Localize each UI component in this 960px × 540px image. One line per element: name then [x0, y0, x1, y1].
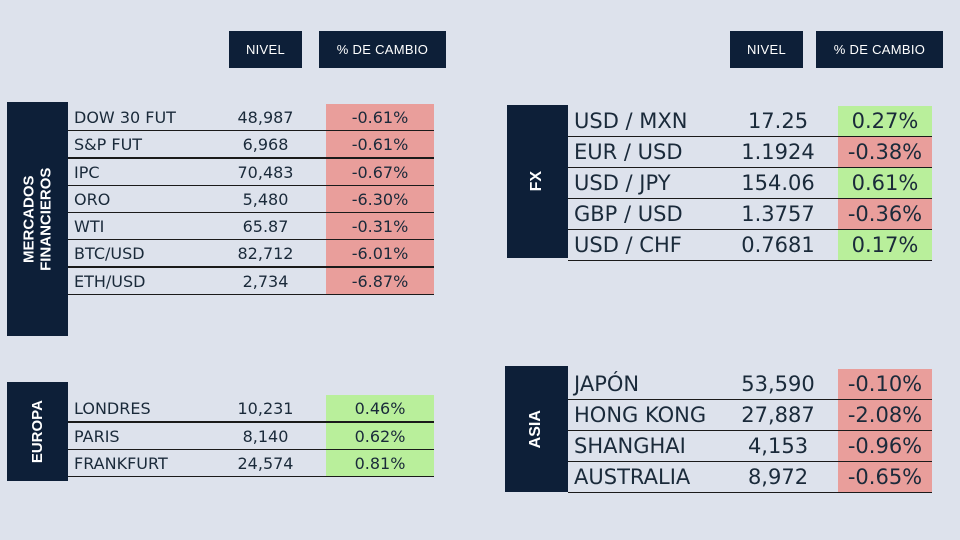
- asia-row-cambio: -0.65%: [838, 462, 932, 492]
- europa-row-cambio: 0.81%: [326, 450, 434, 476]
- asia-row-nivel: 4,153: [747, 434, 809, 458]
- fx-row-cambio: 0.17%: [838, 230, 932, 260]
- asia-row-name: AUSTRALIA: [574, 465, 691, 489]
- asia-row: AUSTRALIA 8,972 -0.65%: [568, 462, 932, 493]
- mercados-section-label: MERCADOS FINANCIEROS: [7, 102, 68, 336]
- asia-title: ASIA: [527, 409, 545, 449]
- fx-row-cambio: -0.36%: [838, 199, 932, 229]
- mercados-row-nivel: 70,483: [237, 162, 294, 182]
- asia-row-nivel: 53,590: [741, 372, 815, 396]
- fx-row: USD / CHF 0.7681 0.17%: [568, 230, 932, 261]
- fx-row-name: USD / CHF: [574, 233, 682, 257]
- fx-row: GBP / USD 1.3757 -0.36%: [568, 199, 932, 230]
- fx-row-name: USD / JPY: [574, 171, 671, 195]
- mercados-row-name: S&P FUT: [74, 134, 143, 154]
- mercados-row-nivel: 65.87: [242, 216, 289, 236]
- mercados-row-cambio: -6.87%: [326, 268, 434, 294]
- asia-row-name: JAPÓN: [574, 372, 640, 396]
- europa-title: EUROPA: [28, 399, 46, 464]
- asia-row-name: SHANGHAI: [574, 434, 686, 458]
- asia-section-label: ASIA: [505, 366, 568, 492]
- mercados-table: DOW 30 FUT 48,987 -0.61% S&P FUT 6,968 -0.61%…: [68, 104, 434, 295]
- mercados-row-cambio: -6.30%: [326, 186, 434, 212]
- asia-row: HONG KONG 27,887 -2.08%: [568, 400, 932, 431]
- europa-row-nivel: 8,140: [242, 426, 289, 446]
- asia-row-nivel: 27,887: [741, 403, 815, 427]
- europa-row-cambio: 0.46%: [326, 395, 434, 421]
- europa-row: FRANKFURT 24,574 0.81%: [68, 450, 434, 477]
- header-cambio-right: % DE CAMBIO: [816, 31, 943, 68]
- mercados-row-nivel: 82,712: [237, 243, 294, 263]
- fx-row-nivel: 0.7681: [741, 233, 815, 257]
- mercados-row-nivel: 48,987: [237, 107, 294, 127]
- mercados-row-name: ORO: [74, 189, 111, 209]
- mercados-row-name: ETH/USD: [74, 271, 146, 291]
- asia-row-name: HONG KONG: [574, 403, 707, 427]
- fx-row-cambio: 0.27%: [838, 106, 932, 136]
- mercados-row: ORO 5,480 -6.30%: [68, 186, 434, 213]
- europa-row-nivel: 24,574: [237, 453, 294, 473]
- mercados-row-cambio: -0.61%: [326, 104, 434, 130]
- fx-row-name: EUR / USD: [574, 140, 683, 164]
- fx-row-cambio: 0.61%: [838, 168, 932, 198]
- asia-row-cambio: -2.08%: [838, 400, 932, 430]
- europa-row-name: PARIS: [74, 426, 120, 446]
- europa-section-label: EUROPA: [7, 382, 68, 481]
- header-nivel-left: NIVEL: [229, 31, 302, 68]
- mercados-row-name: DOW 30 FUT: [74, 107, 176, 127]
- europa-row: PARIS 8,140 0.62%: [68, 423, 434, 450]
- mercados-row: ETH/USD 2,734 -6.87%: [68, 268, 434, 295]
- mercados-row: IPC 70,483 -0.67%: [68, 159, 434, 186]
- mercados-row-name: IPC: [74, 162, 100, 182]
- fx-row-name: USD / MXN: [574, 109, 688, 133]
- mercados-row: WTI 65.87 -0.31%: [68, 213, 434, 240]
- fx-row: USD / JPY 154.06 0.61%: [568, 168, 932, 199]
- fx-title: FX: [528, 171, 546, 192]
- fx-row-nivel: 1.3757: [741, 202, 815, 226]
- fx-row-nivel: 154.06: [741, 171, 815, 195]
- europa-row: LONDRES 10,231 0.46%: [68, 395, 434, 423]
- fx-row-name: GBP / USD: [574, 202, 683, 226]
- mercados-row-nivel: 5,480: [242, 189, 289, 209]
- mercados-row-nivel: 6,968: [242, 134, 289, 154]
- mercados-row-cambio: -6.01%: [326, 240, 434, 266]
- asia-row: SHANGHAI 4,153 -0.96%: [568, 431, 932, 462]
- fx-row-nivel: 1.1924: [741, 140, 815, 164]
- europa-row-cambio: 0.62%: [326, 423, 434, 449]
- fx-row: USD / MXN 17.25 0.27%: [568, 106, 932, 137]
- europa-row-name: LONDRES: [74, 398, 151, 418]
- mercados-row-name: BTC/USD: [74, 243, 145, 263]
- mercados-row-cambio: -0.31%: [326, 213, 434, 239]
- header-cambio-left: % DE CAMBIO: [319, 31, 446, 68]
- header-nivel-right: NIVEL: [730, 31, 803, 68]
- europa-table: LONDRES 10,231 0.46% PARIS 8,140 0.62% FRANKFU…: [68, 395, 434, 477]
- fx-row-nivel: 17.25: [747, 109, 809, 133]
- europa-row-nivel: 10,231: [237, 398, 294, 418]
- mercados-row-cambio: -0.61%: [326, 131, 434, 157]
- asia-row-cambio: -0.10%: [838, 369, 932, 399]
- asia-row: JAPÓN 53,590 -0.10%: [568, 369, 932, 400]
- fx-row: EUR / USD 1.1924 -0.38%: [568, 137, 932, 168]
- mercados-row-cambio: -0.67%: [326, 159, 434, 185]
- europa-row-name: FRANKFURT: [74, 453, 168, 473]
- mercados-row: DOW 30 FUT 48,987 -0.61%: [68, 104, 434, 131]
- mercados-row: S&P FUT 6,968 -0.61%: [68, 131, 434, 159]
- mercados-row-nivel: 2,734: [242, 271, 289, 291]
- asia-table: JAPÓN 53,590 -0.10% HONG KONG 27,887 -2.08% SH…: [568, 369, 932, 493]
- mercados-row-name: WTI: [74, 216, 105, 236]
- mercados-title: MERCADOS FINANCIEROS: [20, 167, 55, 271]
- mercados-row: BTC/USD 82,712 -6.01%: [68, 240, 434, 268]
- fx-row-cambio: -0.38%: [838, 137, 932, 167]
- asia-row-cambio: -0.96%: [838, 431, 932, 461]
- fx-section-label: FX: [507, 105, 568, 258]
- fx-table: USD / MXN 17.25 0.27% EUR / USD 1.1924 -0.38%…: [568, 106, 932, 261]
- asia-row-nivel: 8,972: [747, 465, 809, 489]
